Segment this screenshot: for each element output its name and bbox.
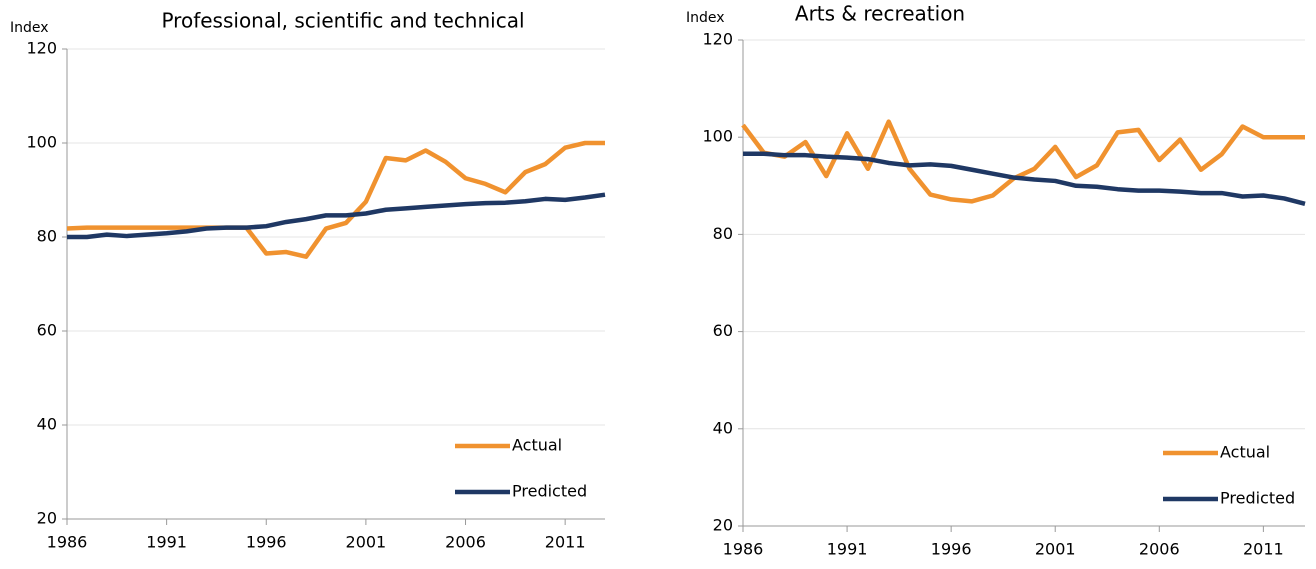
x-tick-label: 1991 (146, 533, 187, 552)
y-axis-label: Index (10, 20, 49, 36)
x-tick-label: 1986 (723, 540, 764, 559)
chart-title: Professional, scientific and technical (161, 9, 524, 33)
x-tick-label: 1991 (827, 540, 868, 559)
x-tick-label: 2011 (545, 533, 586, 552)
legend-label: Actual (512, 436, 562, 455)
x-tick-label: 1996 (931, 540, 972, 559)
y-tick-label: 40 (37, 415, 57, 434)
y-tick-label: 20 (713, 516, 733, 535)
y-tick-label: 60 (37, 321, 57, 340)
series-line (66, 140, 605, 259)
x-tick-label: 1986 (47, 533, 88, 552)
series-line (67, 192, 606, 240)
y-tick-label: 80 (713, 224, 733, 243)
x-tick-label: 2006 (1139, 540, 1180, 559)
x-tick-label: 2001 (346, 533, 387, 552)
legend-label: Actual (1220, 443, 1270, 462)
y-tick-label: 100 (26, 133, 57, 152)
legend-label: Predicted (1220, 489, 1295, 508)
x-tick-label: 2006 (445, 533, 486, 552)
y-tick-label: 60 (713, 321, 733, 340)
y-tick-label: 120 (26, 39, 57, 58)
x-tick-label: 2011 (1243, 540, 1284, 559)
y-tick-label: 20 (37, 509, 57, 528)
series-line (743, 151, 1306, 206)
y-tick-label: 120 (702, 30, 733, 49)
chart-title: Arts & recreation (795, 2, 965, 26)
y-axis-label: Index (686, 10, 725, 26)
x-tick-label: 2001 (1035, 540, 1076, 559)
y-tick-label: 40 (713, 418, 733, 437)
y-tick-label: 80 (37, 227, 57, 246)
x-tick-label: 1996 (246, 533, 287, 552)
series-line (741, 119, 1305, 204)
y-tick-label: 100 (702, 127, 733, 146)
legend-label: Predicted (512, 482, 587, 501)
